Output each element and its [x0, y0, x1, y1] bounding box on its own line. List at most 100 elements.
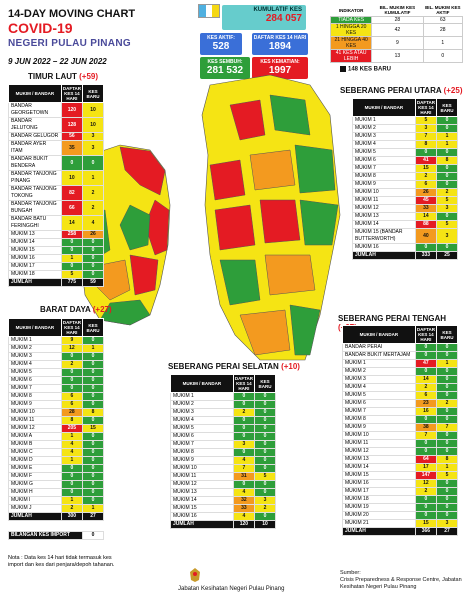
mukim-name: MUKIM I: [8, 496, 62, 505]
kes-baru-value: 0: [82, 270, 104, 279]
table-row: MUKIM 11 45 5: [352, 196, 458, 205]
mukim-name: MUKIM 5: [352, 148, 416, 157]
table-row: MUKIM 16 12 0: [342, 479, 458, 488]
kes-baru-value: 0: [82, 488, 104, 497]
total-row: JUMLAH 300 27: [8, 512, 104, 521]
kes-baru-value: 5: [254, 472, 276, 481]
kes-baru-value: 2: [82, 200, 104, 216]
daftar-kes-value: 47: [414, 359, 438, 368]
mukim-name: MUKIM 2: [342, 367, 416, 376]
daftar-kes-value: 4: [60, 440, 84, 449]
mukim-name: MUKIM J: [8, 504, 62, 513]
date-range: 9 JUN 2022 – 22 JUN 2022: [8, 57, 107, 66]
daftar-kes-value: 5: [60, 270, 84, 279]
daftar-kes-value: 0: [60, 155, 84, 171]
daftar-kes-value: 1: [60, 496, 84, 505]
daftar-kes-value: 0: [414, 148, 438, 157]
kes-baru-value: 0: [82, 238, 104, 247]
daftar-kes-value: 0: [60, 368, 84, 377]
mukim-name: MUKIM 18: [342, 495, 416, 504]
daftar-box: DAFTAR KES 14 HARI 1894: [252, 33, 308, 55]
kes-baru-value: 5: [436, 196, 458, 205]
jkn-label: Jabatan Kesihatan Negeri Pulau Pinang: [178, 586, 285, 592]
col-baru: KES BARU: [82, 318, 104, 337]
daftar-kes-value: 15: [414, 519, 438, 528]
daftar-kes-value: 7: [232, 464, 256, 473]
mukim-name: MUKIM D: [8, 456, 62, 465]
kes-baru-value: 0: [436, 503, 458, 512]
daftar-kes-value: 56: [60, 132, 84, 141]
kes-baru-value: 7: [436, 423, 458, 432]
mukim-name: MUKIM 14: [352, 220, 416, 229]
kes-baru-value: 1: [436, 463, 458, 472]
total-baru: 10: [254, 520, 276, 529]
table-row: MUKIM 15 (BANDAR BUTTERWORTH) 40 3: [352, 228, 458, 244]
daftar-kes-value: 82: [60, 185, 84, 201]
table-row: BANDAR TANJONG BUNGAH 66 2: [8, 200, 104, 216]
daftar-kes-value: 2: [414, 383, 438, 392]
total-baru: 59: [82, 278, 104, 287]
kes-baru-value: 0: [436, 180, 458, 189]
daftar-kes-value: 9: [60, 336, 84, 345]
import-label: BILANGAN KES IMPORT: [8, 531, 83, 540]
daftar-kes-value: 0: [60, 376, 84, 385]
kes-baru-value: 26: [82, 230, 104, 239]
daftar-kes-value: 0: [414, 343, 438, 352]
legend-indicator: 21 HINGGA 40 KES: [329, 36, 373, 50]
mukim-name: MUKIM C: [8, 448, 62, 457]
col-baru: KES BARU: [254, 374, 276, 393]
kes-kematian-box: KES KEMATIAN: 1997: [252, 57, 308, 79]
mukim-name: MUKIM F: [8, 472, 62, 481]
daftar-kes-value: 128: [60, 117, 84, 133]
kes-baru-value: 0: [82, 336, 104, 345]
kes-baru-value: 8: [82, 408, 104, 417]
kes-baru-value: 1: [82, 170, 104, 186]
daftar-kes-value: 205: [60, 424, 84, 433]
sps-name: SEBERANG PERAI SELATAN: [168, 362, 279, 371]
mukim-name: MUKIM 15: [342, 471, 416, 480]
barat-daya-table: MUKIM / BANDAR DAFTAR KES 14 HARI KES BA…: [8, 318, 104, 521]
mukim-name: MUKIM 1: [8, 336, 62, 345]
table-row: MUKIM 17 0 0: [8, 262, 104, 271]
mukim-name: MUKIM 1: [170, 392, 234, 401]
source-block: Sumber: Crisis Preparedness & Response C…: [340, 570, 462, 591]
mukim-name: MUKIM 16: [342, 479, 416, 488]
table-row: MUKIM 13 258 26: [8, 230, 104, 239]
source-label: Sumber:: [340, 570, 361, 576]
table-row: MUKIM 20 0 0: [342, 511, 458, 520]
kes-baru-value: 2: [436, 399, 458, 408]
daftar-kes-value: 28: [60, 408, 84, 417]
kes-sembuh-value: 281 532: [206, 65, 244, 76]
daftar-kes-value: 4: [232, 488, 256, 497]
kes-baru-value: 0: [436, 479, 458, 488]
table-row: MUKIM 21 15 3: [342, 519, 458, 528]
mukim-name: MUKIM 7: [352, 164, 416, 173]
table-row: MUKIM 12 0 0: [342, 447, 458, 456]
kes-baru-value: 1: [436, 140, 458, 149]
kes-baru-value: 0: [254, 512, 276, 521]
mukim-name: BANDAR BUKIT MERTAJAM: [342, 351, 416, 360]
kes-baru-value: 0: [436, 243, 458, 252]
daftar-kes-value: 17: [414, 463, 438, 472]
kes-baru-value: 2: [82, 185, 104, 201]
daftar-kes-value: 4: [232, 456, 256, 465]
mukim-name: MUKIM E: [8, 464, 62, 473]
legend-row: 41 KES ATAU LEBIH 13 0: [329, 49, 464, 63]
kumulatif-box: KUMULATIF KES 284 057: [222, 5, 306, 30]
total-row: JUMLAH 366 27: [342, 527, 458, 536]
table-row: BANDAR BUKIT MERTAJAM 0 0: [342, 351, 458, 360]
daftar-kes-value: 0: [60, 352, 84, 361]
daftar-kes-value: 0: [60, 480, 84, 489]
timur-laut-count: (+59): [79, 72, 99, 81]
kes-kematian-label: KES KEMATIAN:: [260, 59, 300, 65]
daftar-kes-value: 0: [414, 367, 438, 376]
sps-table: MUKIM / BANDAR DAFTAR KES 14 HARI KES BA…: [170, 374, 276, 529]
col-baru: KES BARU: [436, 98, 458, 117]
kes-baru-value: 0: [82, 352, 104, 361]
